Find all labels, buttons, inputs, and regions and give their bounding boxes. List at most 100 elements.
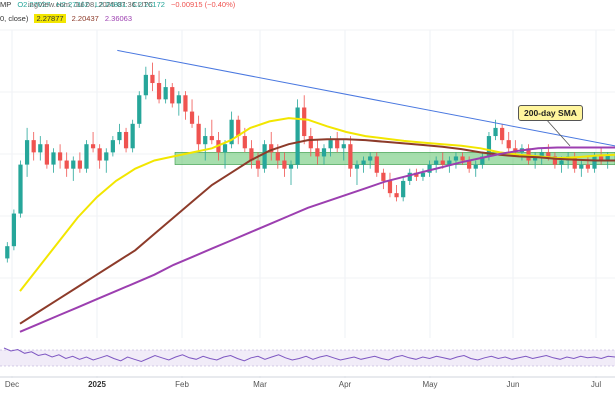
sma-line-label: 0, close) bbox=[0, 14, 29, 23]
candle-body-6 bbox=[44, 144, 49, 165]
sma-200-line bbox=[19, 146, 615, 333]
candle-body-38 bbox=[255, 160, 261, 169]
candle-body-29 bbox=[196, 123, 201, 145]
candle-body-73 bbox=[486, 136, 492, 157]
candle-body-57 bbox=[381, 172, 386, 181]
candle-body-42 bbox=[282, 160, 287, 169]
candle-body-30 bbox=[203, 136, 208, 145]
candle-body-36 bbox=[242, 136, 247, 149]
candle-body-70 bbox=[467, 160, 472, 169]
candle-body-51 bbox=[341, 144, 346, 149]
candle-body-14 bbox=[97, 148, 102, 161]
x-tick-apr: Apr bbox=[338, 380, 352, 389]
candle-body-55 bbox=[368, 156, 373, 161]
candle-body-68 bbox=[453, 156, 459, 161]
candle-body-10 bbox=[71, 160, 76, 169]
candle-body-8 bbox=[57, 152, 63, 161]
candle-body-13 bbox=[90, 144, 96, 149]
candle-body-50 bbox=[335, 140, 340, 149]
candle-body-41 bbox=[275, 152, 280, 161]
candle-body-35 bbox=[236, 119, 241, 137]
candle-body-34 bbox=[229, 119, 234, 145]
candle-body-87 bbox=[579, 164, 584, 169]
candle-body-4 bbox=[31, 140, 36, 153]
rsi-line bbox=[3, 347, 615, 363]
candle-body-75 bbox=[500, 127, 505, 141]
candle-body-74 bbox=[493, 127, 498, 137]
x-tick-mar: Mar bbox=[253, 380, 267, 389]
candle-body-28 bbox=[189, 111, 195, 124]
x-tick-dec: Dec bbox=[4, 380, 20, 389]
candle-body-62 bbox=[414, 172, 419, 177]
sma-value-a: 2.27877 bbox=[34, 14, 66, 23]
candle-body-91 bbox=[605, 154, 610, 161]
candle-body-2 bbox=[18, 164, 23, 214]
candle-body-83 bbox=[552, 156, 558, 165]
candle-body-84 bbox=[559, 160, 564, 165]
x-tick-jun: Jun bbox=[506, 380, 520, 389]
candle-body-24 bbox=[163, 87, 168, 100]
candle-body-63 bbox=[420, 172, 426, 177]
candle-body-16 bbox=[110, 140, 115, 153]
sma-200-annotation: 200-day SMA bbox=[518, 105, 583, 121]
candle-body-81 bbox=[539, 152, 544, 157]
candle-body-12 bbox=[84, 144, 89, 169]
chart-title-fragment: ingView.com, Jul 08, 2025 07:36 UTC bbox=[28, 0, 154, 9]
candle-body-82 bbox=[546, 152, 551, 157]
candle-body-48 bbox=[321, 148, 327, 157]
candle-body-27 bbox=[183, 95, 188, 112]
candle-body-69 bbox=[460, 156, 465, 161]
candle-body-25 bbox=[170, 87, 175, 104]
candle-body-47 bbox=[315, 148, 320, 157]
candle-body-72 bbox=[480, 156, 485, 165]
candle-body-60 bbox=[401, 180, 406, 198]
candle-body-80 bbox=[533, 156, 538, 161]
candle-body-9 bbox=[64, 160, 69, 169]
candle-body-46 bbox=[308, 136, 313, 149]
candle-body-90 bbox=[598, 156, 604, 161]
descending-trendline bbox=[117, 49, 615, 147]
sma-50-line bbox=[19, 117, 615, 292]
annotation-pointer bbox=[544, 117, 571, 147]
candle-body-33 bbox=[222, 144, 228, 153]
candle-body-3 bbox=[24, 140, 30, 165]
candle-body-18 bbox=[123, 131, 129, 149]
candle-body-44 bbox=[295, 107, 300, 165]
candle-body-15 bbox=[104, 152, 109, 161]
candle-body-59 bbox=[394, 193, 399, 198]
candle-body-43 bbox=[288, 164, 294, 169]
candle-body-23 bbox=[156, 83, 162, 100]
sma-100-line bbox=[19, 138, 615, 325]
chart-source-line: MP O2.27027 H2.27362 L2.24881 C2.26172 −… bbox=[0, 0, 239, 9]
candle-body-40 bbox=[269, 144, 274, 153]
candle-body-26 bbox=[176, 95, 181, 104]
x-tick-feb: Feb bbox=[175, 380, 189, 389]
low-value: L2.24881 bbox=[95, 0, 127, 9]
candle-body-52 bbox=[348, 144, 353, 169]
symbol-fragment: MP bbox=[0, 0, 12, 9]
candle-body-66 bbox=[440, 160, 445, 165]
candle-body-22 bbox=[150, 74, 155, 84]
candle-body-76 bbox=[506, 140, 511, 149]
candle-body-89 bbox=[592, 156, 597, 169]
candle-body-31 bbox=[209, 136, 214, 141]
candle-body-45 bbox=[302, 107, 307, 137]
candle-body-37 bbox=[249, 148, 254, 161]
candle-body-71 bbox=[473, 164, 478, 169]
candle-body-11 bbox=[77, 160, 82, 169]
candle-body-67 bbox=[447, 160, 452, 165]
open-value: O2.27027 bbox=[17, 0, 51, 9]
candle-body-20 bbox=[137, 95, 142, 124]
x-tick-may: May bbox=[422, 380, 438, 389]
candle-body-88 bbox=[585, 164, 591, 169]
x-tick-jul: Jul bbox=[590, 380, 602, 389]
candle-body-0 bbox=[5, 246, 10, 259]
sma-value-b: 2.20437 bbox=[71, 14, 99, 23]
x-tick-2025: 2025 bbox=[88, 380, 106, 389]
candle-body-64 bbox=[427, 164, 432, 173]
candle-body-7 bbox=[51, 152, 56, 165]
candle-body-19 bbox=[130, 123, 135, 149]
change-value: −0.00915 (−0.40%) bbox=[171, 0, 236, 9]
candle-body-21 bbox=[143, 74, 148, 96]
